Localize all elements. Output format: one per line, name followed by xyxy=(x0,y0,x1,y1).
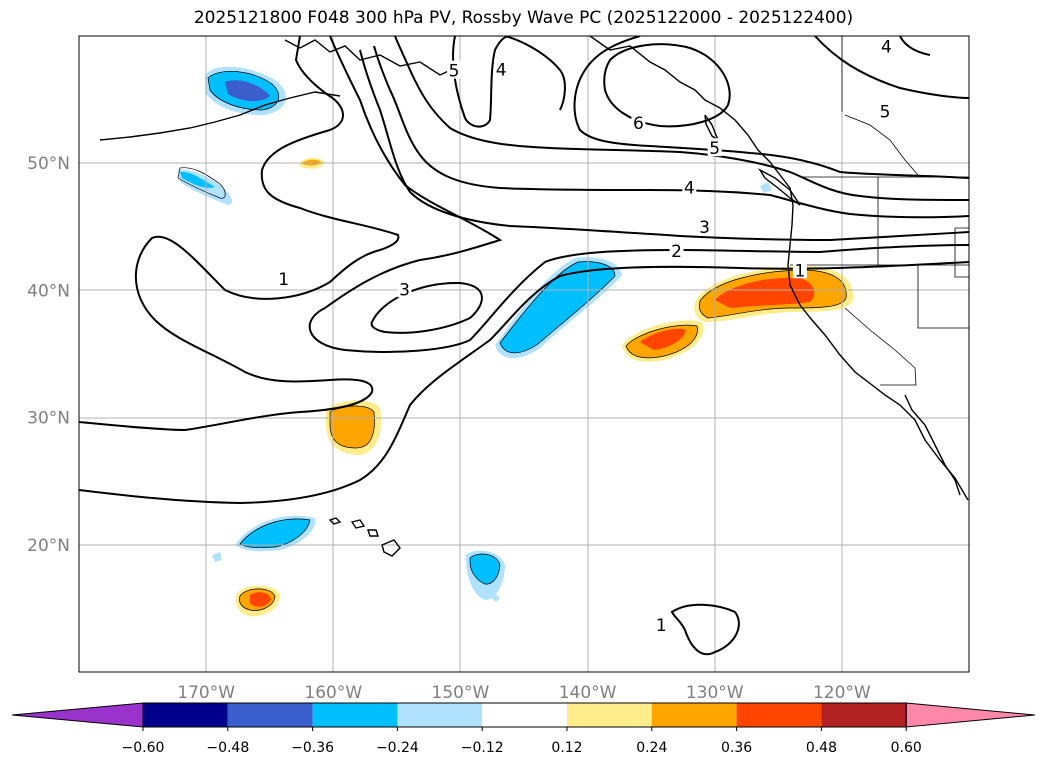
colorbar-segment xyxy=(651,703,737,727)
contour-label: 3 xyxy=(399,280,410,300)
contour-label-background xyxy=(397,279,412,298)
contour-label: 1 xyxy=(794,261,805,281)
political-borders xyxy=(790,36,969,386)
contour-label-background xyxy=(631,112,646,131)
colorbar-tick-label: 0.60 xyxy=(891,740,922,756)
pv-contours xyxy=(79,36,969,656)
colorbar-extend-max xyxy=(905,702,1036,728)
colorbar-tick-label: 0.12 xyxy=(551,740,582,756)
contour-label-background xyxy=(682,177,697,196)
lat-tick-label: 50°N xyxy=(27,154,70,174)
contour-label: 4 xyxy=(496,60,507,80)
contour-label-background xyxy=(494,59,509,78)
lon-tick-label: 120°W xyxy=(813,683,871,703)
colorbar-tick-label: 0.36 xyxy=(721,740,752,756)
map-area xyxy=(79,36,969,672)
contour-label-background xyxy=(879,36,894,55)
colorbar-segment xyxy=(482,703,567,727)
lat-tick-label: 20°N xyxy=(27,536,70,556)
map-title: 2025121800 F048 300 hPa PV, Rossby Wave … xyxy=(193,8,854,28)
colorbar-tick-label: 0.24 xyxy=(636,740,667,756)
colorbar-segment xyxy=(143,703,228,727)
latitude-tick-labels: 20°N 30°N 40°N 50°N xyxy=(27,154,70,556)
colorbar-extend-min xyxy=(11,702,144,728)
contour-label-background xyxy=(669,241,684,260)
contour-label-background xyxy=(276,269,291,288)
contour-label-background xyxy=(447,60,462,79)
contour-label-background xyxy=(654,615,669,634)
colorbar-tick-label: −0.24 xyxy=(376,740,419,756)
colorbar-segment xyxy=(736,703,822,727)
lon-tick-label: 150°W xyxy=(432,683,490,703)
contour-label: 1 xyxy=(656,616,667,636)
lat-tick-label: 30°N xyxy=(27,409,70,429)
longitude-tick-labels: 170°W 160°W 150°W 140°W 130°W 120°W xyxy=(177,683,871,703)
contour-label-background xyxy=(792,260,807,279)
contour-label: 4 xyxy=(881,37,892,57)
lon-tick-label: 140°W xyxy=(559,683,617,703)
contour-label: 5 xyxy=(880,102,891,122)
map-gridlines xyxy=(79,36,969,672)
colorbar-segment xyxy=(227,703,313,727)
colorbar-segment xyxy=(567,703,652,727)
coastlines xyxy=(99,36,969,557)
lon-tick-label: 160°W xyxy=(304,683,362,703)
colorbar-tick-label: −0.36 xyxy=(291,740,334,756)
pv-anomaly-shading xyxy=(178,66,854,617)
contour-label-background xyxy=(697,217,712,236)
contour-label-background xyxy=(878,101,893,120)
colorbar-tick-label: −0.12 xyxy=(461,740,504,756)
map-frame xyxy=(78,35,970,673)
contour-label: 2 xyxy=(671,242,682,262)
colorbar-tick-label: 0.48 xyxy=(806,740,837,756)
lon-tick-label: 170°W xyxy=(177,683,235,703)
contour-label: 5 xyxy=(449,62,460,82)
colorbar: −0.60 −0.48 −0.36 −0.24 −0.12 0.12 0.24 0.36 0.4… xyxy=(11,702,1036,756)
colorbar-tick-label: −0.48 xyxy=(206,740,249,756)
lon-tick-label: 130°W xyxy=(686,683,744,703)
colorbar-segment xyxy=(821,703,907,727)
contour-label: 4 xyxy=(684,179,695,199)
colorbar-segment xyxy=(397,703,483,727)
contour-label: 5 xyxy=(709,139,720,159)
contour-label: 1 xyxy=(278,270,289,290)
contour-label: 6 xyxy=(633,114,644,134)
colorbar-segment xyxy=(312,703,398,727)
colorbar-outline xyxy=(142,702,907,728)
contour-label: 3 xyxy=(699,218,710,238)
colorbar-tick-label: −0.60 xyxy=(122,740,165,756)
lat-tick-label: 40°N xyxy=(27,281,70,301)
contour-label-background xyxy=(707,138,722,157)
